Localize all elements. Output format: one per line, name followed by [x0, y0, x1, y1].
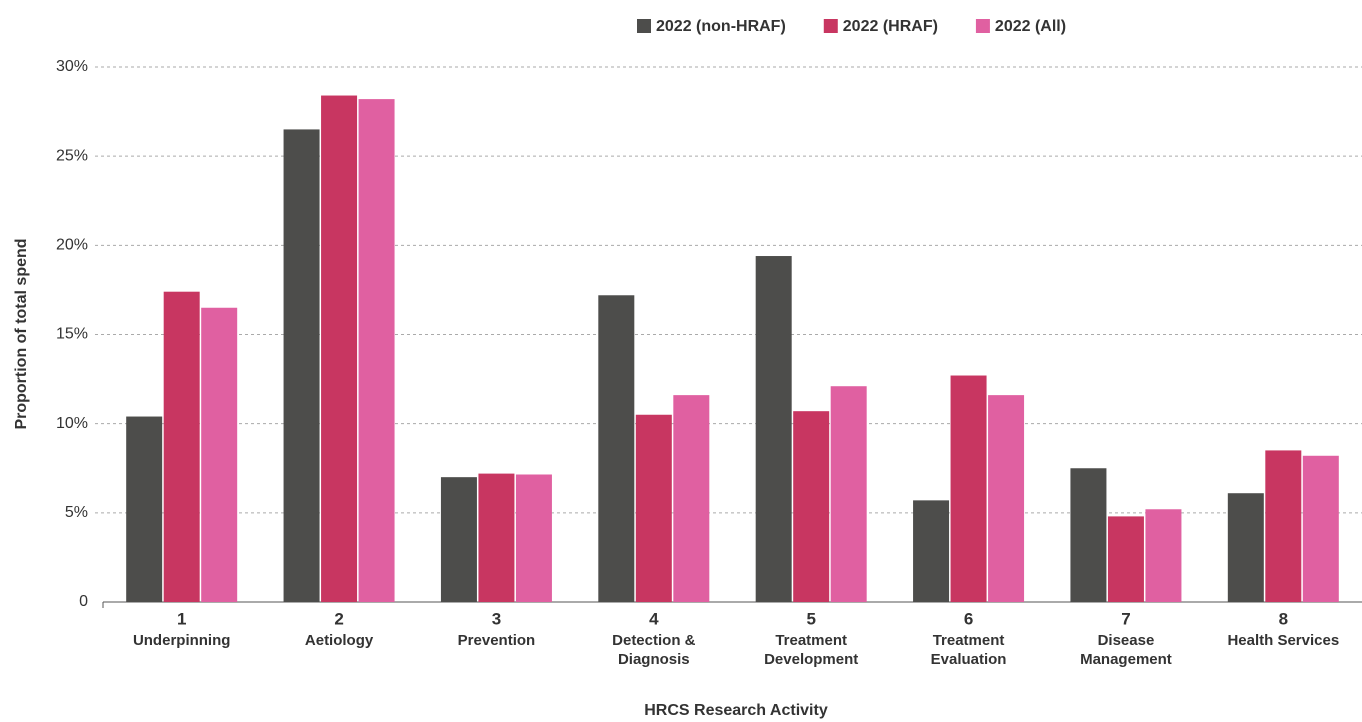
x-tick-label: Treatment	[775, 632, 847, 649]
bar	[321, 95, 358, 603]
bar	[793, 411, 830, 602]
legend-label: 2022 (non-HRAF)	[656, 18, 786, 35]
x-tick-label: 1	[177, 609, 186, 628]
bar	[1302, 455, 1339, 602]
x-axis-title: HRCS Research Activity	[644, 702, 828, 719]
y-tick-label: 0	[79, 593, 88, 610]
bar	[358, 99, 395, 602]
bar	[598, 295, 635, 602]
legend-swatch	[637, 19, 651, 33]
bar	[201, 307, 238, 602]
x-tick-label: 5	[806, 609, 815, 628]
x-tick-label: Diagnosis	[618, 651, 690, 668]
y-axis-title: Proportion of total spend	[13, 238, 30, 429]
x-tick-label: 4	[649, 609, 659, 628]
bar	[1227, 493, 1264, 602]
bar	[126, 416, 163, 602]
x-tick-label: Aetiology	[305, 632, 374, 649]
x-tick-label: Detection &	[612, 632, 696, 649]
legend-swatch	[823, 19, 838, 33]
legend-swatch	[975, 19, 990, 33]
legend-label: 2022 (All)	[995, 18, 1066, 35]
bar	[755, 256, 792, 602]
x-tick-label: Underpinning	[133, 632, 231, 649]
y-tick-label: 30%	[56, 58, 88, 75]
bar	[1145, 509, 1182, 602]
x-tick-label: 8	[1279, 609, 1288, 628]
bar	[913, 500, 950, 602]
x-tick-label: 3	[492, 609, 501, 628]
bar	[1107, 516, 1144, 602]
bar	[478, 473, 515, 602]
x-tick-label: Disease	[1098, 632, 1155, 649]
x-tick-label: Development	[764, 651, 858, 668]
bar	[830, 386, 867, 602]
bar	[988, 395, 1025, 602]
x-tick-label: 7	[1121, 609, 1130, 628]
bar	[283, 129, 320, 602]
bar	[440, 477, 477, 602]
x-tick-label: Treatment	[933, 632, 1005, 649]
bar	[163, 291, 200, 602]
y-tick-label: 15%	[56, 326, 88, 343]
bar	[1265, 450, 1302, 602]
x-tick-label: 2	[334, 609, 343, 628]
x-tick-label: Prevention	[458, 632, 536, 649]
bar	[950, 375, 987, 602]
x-tick-label: 6	[964, 609, 973, 628]
y-tick-label: 5%	[65, 504, 88, 521]
bar	[1070, 468, 1107, 602]
bar	[673, 395, 710, 602]
y-tick-label: 25%	[56, 147, 88, 164]
x-tick-label: Evaluation	[931, 651, 1007, 668]
legend-label: 2022 (HRAF)	[843, 18, 938, 35]
x-tick-label: Management	[1080, 651, 1172, 668]
y-tick-label: 10%	[56, 415, 88, 432]
y-tick-label: 20%	[56, 237, 88, 254]
bar	[515, 474, 552, 602]
x-tick-label: Health Services	[1227, 632, 1339, 649]
bar	[635, 414, 672, 602]
